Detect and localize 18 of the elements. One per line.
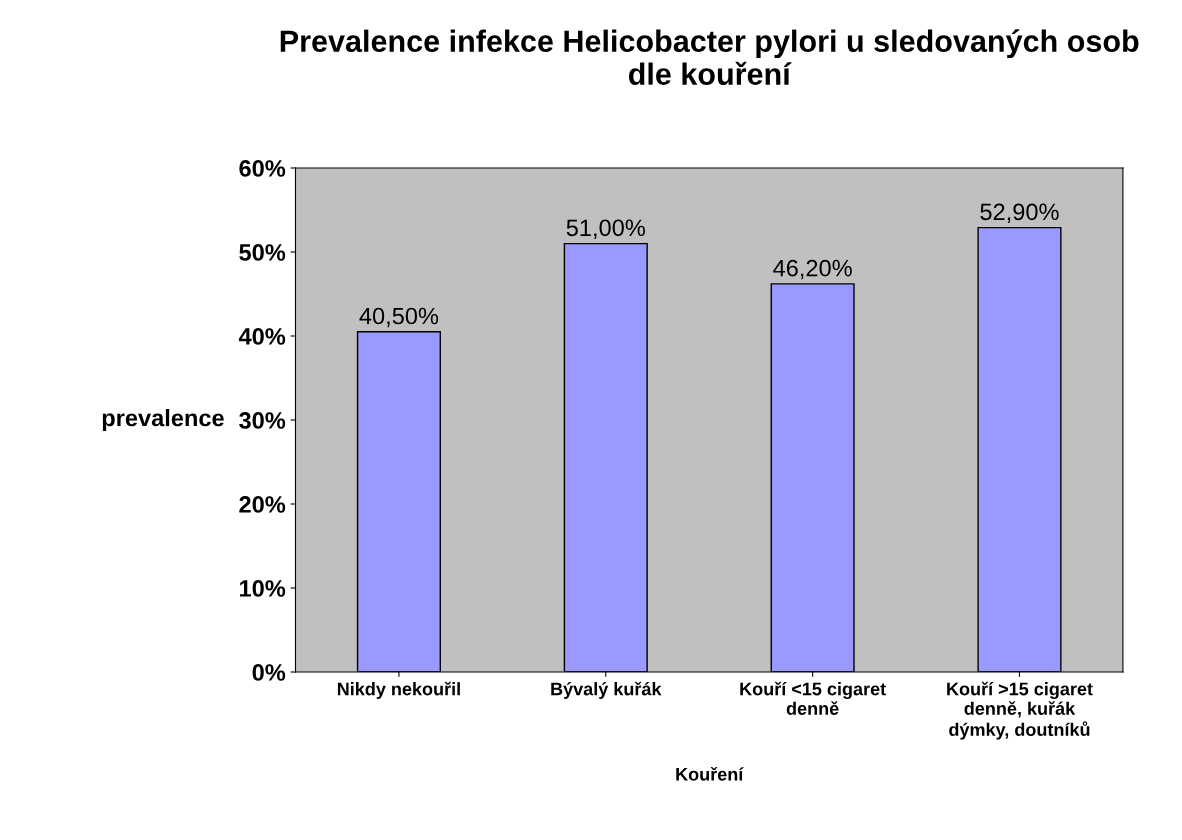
data-label: 51,00%: [566, 219, 645, 239]
y-tick-label: 30%: [239, 412, 286, 429]
y-axis-title: prevalence: [102, 408, 224, 431]
chart-title: Prevalence infekce Helicobacter pylori u sledovaných osob dle kouření: [280, 29, 1139, 85]
data-label: 46,20%: [773, 259, 852, 280]
y-tick-label: 10%: [240, 580, 286, 597]
y-tick-label: 0%: [252, 664, 286, 681]
x-tick-label: Kouří >15 cigaret denně, kuřák dýmky, doutníků: [947, 681, 1093, 740]
data-label: 52,90%: [980, 203, 1059, 223]
data-label: 40,50%: [359, 307, 439, 328]
x-tick-label: Nikdy nekouřil: [337, 681, 460, 699]
x-axis-title: Kouření: [676, 767, 744, 781]
x-tick-label: Kouří <15 cigaret denně: [740, 681, 886, 715]
y-tick-label: 40%: [238, 328, 286, 345]
y-tick-label: 50%: [239, 244, 286, 261]
x-tick-label: Bývalý kuřák: [551, 681, 662, 699]
y-tick-label: 60%: [239, 160, 286, 177]
y-tick-label: 20%: [239, 496, 286, 513]
